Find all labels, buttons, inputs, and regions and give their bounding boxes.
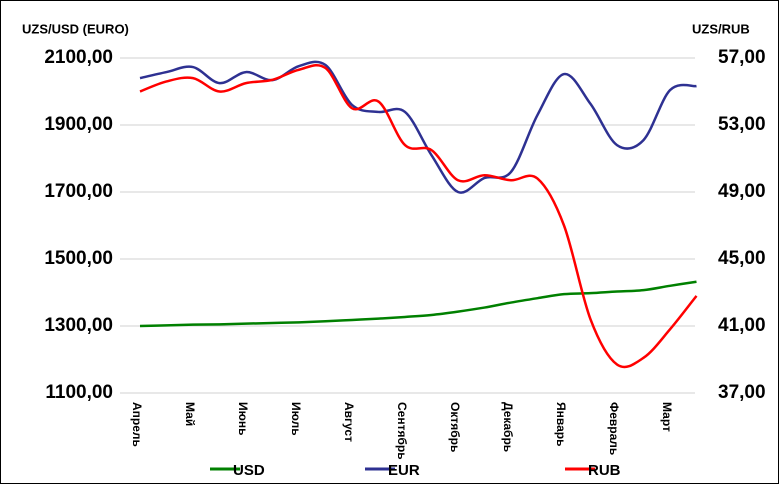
y-tick-label: 1900,00: [44, 114, 113, 135]
y-tick-label: 1500,00: [44, 248, 113, 269]
series-line: [139, 280, 697, 328]
y2-tick-label: 49,00: [718, 181, 766, 202]
x-tick-label: Апрель: [130, 402, 144, 447]
y2-tick-label: 41,00: [718, 315, 766, 336]
x-tick-label: Октябрь: [448, 402, 462, 452]
legend-label: EUR: [388, 462, 420, 479]
x-tick-label: Март: [660, 402, 674, 432]
x-tick-label: Декабрь: [501, 402, 515, 452]
y2-tick-label: 37,00: [718, 382, 766, 403]
y2-axis-label: UZS/RUB: [692, 21, 750, 36]
x-tick-label: Январь: [554, 402, 568, 446]
series-line: [139, 60, 697, 194]
y-tick-label: 1100,00: [45, 382, 113, 403]
x-tick-label: Сентябрь: [395, 402, 409, 460]
y-axis-label: UZS/USD (EURO): [22, 21, 129, 36]
y-tick-label: 1300,00: [44, 315, 113, 336]
y2-tick-label: 45,00: [718, 248, 766, 269]
legend-label: USD: [233, 462, 265, 479]
y-tick-label: 1700,00: [44, 181, 113, 202]
x-tick-label: Июнь: [236, 402, 250, 436]
y-tick-label: 2100,00: [44, 47, 113, 68]
x-tick-label: Февраль: [607, 402, 621, 455]
x-tick-label: Июль: [289, 402, 303, 436]
x-tick-label: Август: [342, 402, 356, 442]
legend-label: RUB: [588, 462, 621, 479]
y2-tick-label: 53,00: [718, 114, 766, 135]
x-tick-label: Май: [183, 402, 197, 426]
series-line: [139, 63, 698, 369]
y2-tick-label: 57,00: [718, 47, 766, 68]
